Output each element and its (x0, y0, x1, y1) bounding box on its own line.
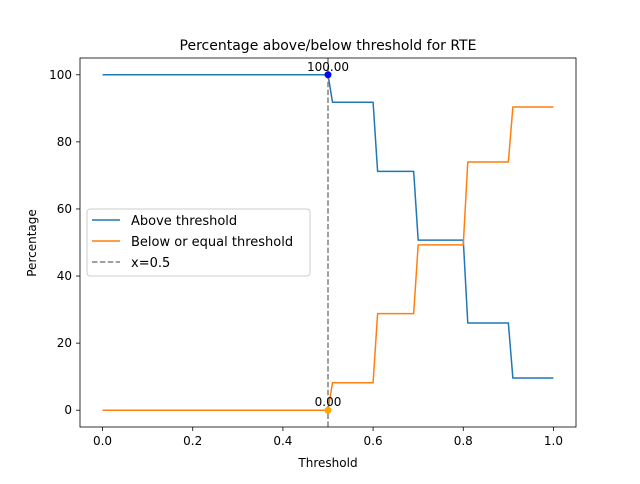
x-tick-label-0: 0.0 (93, 434, 112, 448)
x-tick-label-5: 1.0 (544, 434, 563, 448)
y-tick-label-0: 0 (64, 403, 72, 417)
x-tick-label-4: 0.8 (454, 434, 473, 448)
y-tick-label-4: 80 (57, 135, 72, 149)
y-tick-label-1: 20 (57, 336, 72, 350)
x-tick-label-2: 0.4 (273, 434, 292, 448)
annotation-label-1: 0.00 (315, 395, 342, 409)
y-axis-ticks: 0 20 40 60 80 100 (49, 68, 80, 417)
legend-box (86, 208, 311, 277)
y-axis-label: Percentage (25, 209, 39, 277)
plot-frame (79, 57, 577, 428)
annotation-marker-1 (324, 406, 332, 414)
x-tick-label-1: 0.2 (183, 434, 202, 448)
legend-label-below: Below or equal threshold (131, 235, 293, 250)
y-tick-label-5: 100 (49, 68, 72, 82)
x-tick-label-3: 0.6 (364, 434, 383, 448)
y-tick-label-2: 40 (57, 269, 72, 283)
chart-title: Percentage above/below threshold for RTE (180, 38, 477, 54)
y-tick-label-3: 60 (57, 202, 72, 216)
legend: Above threshold Below or equal threshold… (86, 208, 311, 277)
marker-layer: 100.00 0.00 (307, 60, 349, 414)
legend-label-above: Above threshold (131, 214, 237, 229)
annotation-marker-0 (324, 71, 332, 79)
x-axis-label: Threshold (297, 456, 357, 470)
legend-label-vline: x=0.5 (131, 256, 170, 271)
annotation-label-0: 100.00 (307, 60, 349, 74)
x-axis-ticks: 0.0 0.2 0.4 0.6 0.8 1.0 (93, 427, 563, 448)
